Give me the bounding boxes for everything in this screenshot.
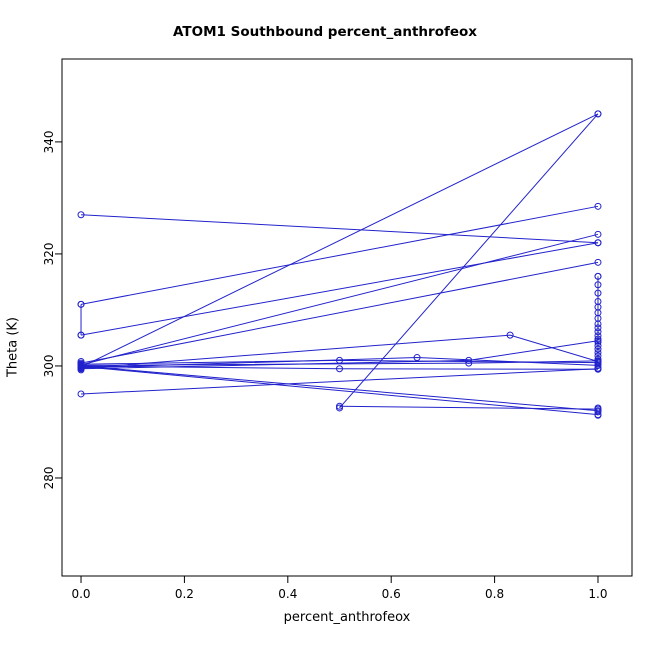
svg-text:0.2: 0.2 <box>175 587 194 601</box>
svg-text:0.4: 0.4 <box>278 587 297 601</box>
svg-text:320: 320 <box>42 242 56 265</box>
x-axis-label: percent_anthrofeox <box>283 610 411 625</box>
chart-title: ATOM1 Southbound percent_anthrofeox <box>173 24 477 40</box>
svg-text:0.0: 0.0 <box>71 587 90 601</box>
svg-text:0.6: 0.6 <box>382 587 401 601</box>
svg-text:300: 300 <box>42 354 56 377</box>
svg-text:340: 340 <box>42 130 56 153</box>
svg-text:280: 280 <box>42 467 56 490</box>
svg-text:1.0: 1.0 <box>588 587 607 601</box>
svg-text:0.8: 0.8 <box>485 587 504 601</box>
